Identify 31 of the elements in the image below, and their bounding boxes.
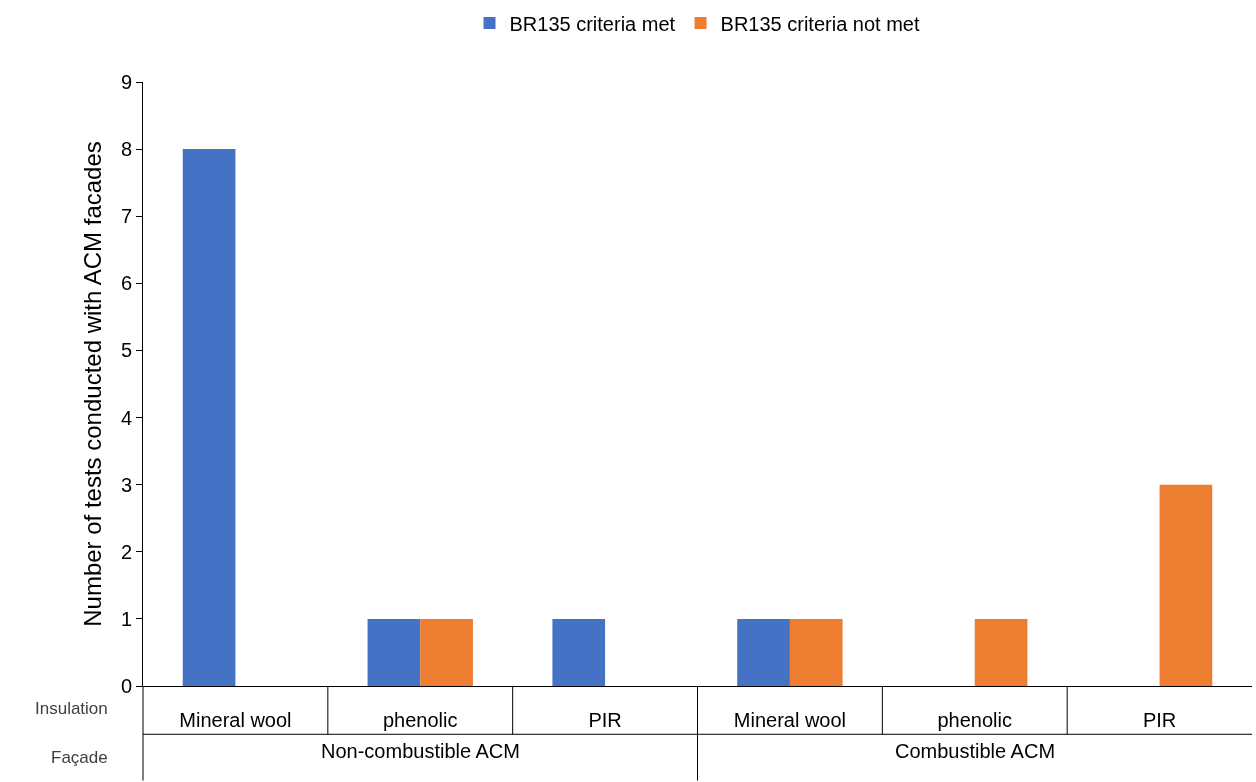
bar	[182, 149, 236, 686]
y-tick-label: 7	[120, 205, 132, 228]
bar	[737, 618, 790, 686]
x-tick-label: PIR	[1142, 709, 1177, 731]
bar	[367, 618, 421, 686]
x-tick-label: phenolic	[382, 709, 458, 731]
y-tick-label: 9	[120, 71, 132, 93]
x-tick-label: phenolic	[937, 709, 1013, 731]
bar	[552, 618, 606, 686]
legend-label: BR135 criteria not met	[720, 12, 920, 35]
text: Insulation	[35, 699, 108, 718]
x-tick-label: Mineral wool	[733, 709, 847, 731]
y-axis-title: Number of tests conducted with ACM facades	[78, 141, 106, 627]
y-tick-label: 4	[120, 406, 132, 429]
y-tick-label: 2	[120, 540, 132, 563]
text: Non-combustible ACM	[321, 740, 520, 762]
y-tick-label: 5	[120, 339, 132, 362]
bar	[1159, 484, 1213, 686]
text: Combustible ACM	[895, 740, 1056, 762]
legend-label: BR135 criteria met	[509, 12, 676, 35]
bar	[789, 618, 843, 686]
y-tick-label: 3	[120, 473, 132, 496]
x-tick-label: PIR	[588, 709, 622, 731]
x-tick-label: Mineral wool	[179, 709, 292, 731]
bar	[974, 618, 1028, 686]
y-tick-label: 0	[120, 675, 132, 697]
text: Façade	[51, 748, 108, 767]
y-tick-label: 8	[120, 138, 132, 161]
y-tick-label: 6	[120, 272, 132, 295]
bar	[420, 618, 473, 686]
y-tick-label: 1	[120, 607, 132, 630]
